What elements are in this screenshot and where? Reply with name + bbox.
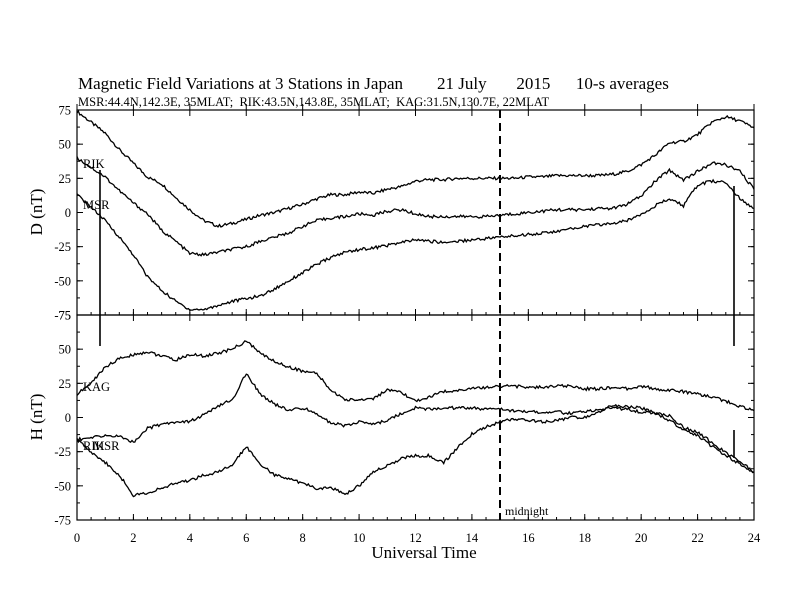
xtick-label: 12 <box>409 531 422 545</box>
xtick-label: 22 <box>691 531 704 545</box>
panel-top-frame <box>76 109 755 316</box>
panel-bottom-ylabel: H (nT) <box>27 394 46 441</box>
panel-bottom-trace-label-msr: MSR <box>93 439 120 453</box>
ytick-label: -75 <box>54 309 71 323</box>
series-line-msr <box>76 403 755 498</box>
series-line-rik <box>76 156 755 257</box>
panel-bottom: 75 50 25 0 -25 -50 -75 H (nT) KAG RIK MSR <box>27 309 755 528</box>
panel-top-trace-label-rik: RIK <box>83 157 105 171</box>
midnight-label: midnight <box>505 504 549 518</box>
ytick-label: 0 <box>65 411 71 425</box>
ytick-label: 25 <box>59 172 72 186</box>
ytick-label: -25 <box>54 445 71 459</box>
ytick-label: -25 <box>54 240 71 254</box>
ytick-label: -50 <box>54 274 71 288</box>
panel-bottom-frame <box>76 314 755 521</box>
panel-top-trace-label-msr: MSR <box>83 198 110 212</box>
panel-top-series <box>76 109 755 311</box>
ytick-label: 50 <box>59 343 72 357</box>
panel-bottom-series <box>76 340 755 498</box>
series-line-kag <box>76 340 755 412</box>
xtick-label: 2 <box>130 531 136 545</box>
ytick-label: 75 <box>59 309 72 323</box>
xtick-label: 4 <box>187 531 194 545</box>
xtick-label: 0 <box>74 531 80 545</box>
series-line-kag <box>76 109 755 228</box>
ytick-label: 50 <box>59 138 72 152</box>
x-axis: 0 2 4 6 8 10 12 14 16 18 20 22 24 <box>74 104 761 545</box>
series-line-msr <box>76 178 755 311</box>
xtick-label: 14 <box>466 531 479 545</box>
xtick-label: 20 <box>635 531 648 545</box>
ytick-label: 25 <box>59 377 72 391</box>
panel-top-ylabel: D (nT) <box>27 189 46 236</box>
panel-bottom-trace-label-rik: RIK <box>83 439 105 453</box>
ytick-label: 0 <box>65 206 71 220</box>
xtick-label: 18 <box>579 531 592 545</box>
panel-top-yticks: 75 50 25 0 -25 -50 -75 <box>54 104 754 323</box>
xtick-label: 6 <box>243 531 249 545</box>
chart-subtitle: MSR:44.4N,142.3E, 35MLAT; RIK:43.5N,143.… <box>78 95 550 109</box>
panel-bottom-yticks: 75 50 25 0 -25 -50 -75 <box>54 309 754 528</box>
xtick-label: 24 <box>748 531 761 545</box>
chart-title: Magnetic Field Variations at 3 Stations … <box>78 74 669 93</box>
panel-top: 75 50 25 0 -25 -50 -75 D (nT) RIK MSR <box>27 104 755 323</box>
x-axis-label: Universal Time <box>371 543 476 562</box>
ytick-label: 75 <box>59 104 72 118</box>
xtick-label: 10 <box>353 531 366 545</box>
panel-bottom-trace-label-kag: KAG <box>83 380 110 394</box>
xtick-label: 16 <box>522 531 535 545</box>
ytick-label: -50 <box>54 479 71 493</box>
xtick-label: 8 <box>300 531 306 545</box>
series-line-rik <box>76 373 755 474</box>
ytick-label: -75 <box>54 514 71 528</box>
